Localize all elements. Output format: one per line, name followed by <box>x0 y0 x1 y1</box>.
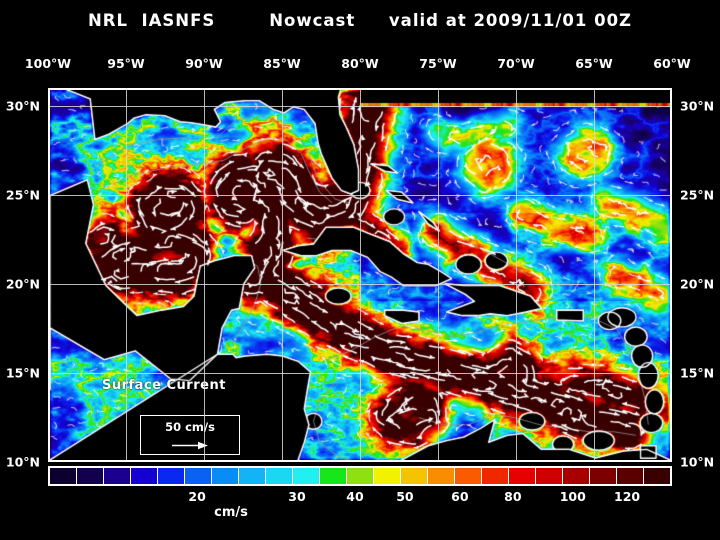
surface-current-label: Surface Current <box>102 378 226 393</box>
colorbar-cell <box>266 468 293 484</box>
colorbar-cell <box>77 468 104 484</box>
vector-scale-key: 50 cm/s <box>140 415 240 455</box>
colorbar-cell <box>428 468 455 484</box>
colorbar-cell <box>158 468 185 484</box>
colorbar <box>48 466 672 486</box>
colorbar-cell <box>617 468 644 484</box>
latitude-tick-label: 25°N <box>680 187 715 203</box>
colorbar-unit-label: cm/s <box>48 505 672 520</box>
colorbar-cell <box>347 468 374 484</box>
latitude-axis-left: 30°N 25°N 20°N 15°N 10°N <box>0 88 44 469</box>
colorbar-cell <box>509 468 536 484</box>
longitude-tick-label: 65°W <box>575 56 613 71</box>
longitude-axis: 100°W 95°W 90°W 85°W 80°W 75°W 70°W 65°W 60°W <box>25 56 691 74</box>
colorbar-cell <box>455 468 482 484</box>
longitude-tick-label: 95°W <box>107 56 145 71</box>
colorbar-container: 20 30 40 50 60 80 100 120 <box>48 466 672 507</box>
colorbar-tick-labels: 20 30 40 50 60 80 100 120 <box>48 489 672 507</box>
longitude-tick-label: 90°W <box>185 56 223 71</box>
longitude-tick-label: 75°W <box>419 56 457 71</box>
colorbar-cell <box>50 468 77 484</box>
latitude-tick-label: 10°N <box>680 454 715 470</box>
figure-title: NRL IASNFS Nowcast valid at 2009/11/01 0… <box>0 6 720 34</box>
vector-scale-value: 50 cm/s <box>165 420 215 434</box>
colorbar-tick-label: 100 <box>559 489 586 504</box>
longitude-tick-label: 100°W <box>24 56 72 71</box>
longitude-tick-label: 60°W <box>653 56 691 71</box>
colorbar-cell <box>131 468 158 484</box>
latitude-tick-label: 30°N <box>680 98 715 114</box>
latitude-tick-label: 30°N <box>5 98 40 114</box>
latitude-tick-label: 10°N <box>5 454 40 470</box>
colorbar-cell <box>293 468 320 484</box>
colorbar-tick-label: 120 <box>614 489 641 504</box>
colorbar-cell <box>185 468 212 484</box>
colorbar-cell <box>374 468 401 484</box>
colorbar-cell <box>563 468 590 484</box>
colorbar-tick-label: 20 <box>188 489 206 504</box>
colorbar-tick-label: 40 <box>346 489 364 504</box>
colorbar-cell <box>536 468 563 484</box>
longitude-tick-label: 80°W <box>341 56 379 71</box>
colorbar-cell <box>212 468 239 484</box>
colorbar-tick-label: 50 <box>396 489 414 504</box>
latitude-tick-label: 15°N <box>680 365 715 381</box>
reference-arrow-icon <box>172 441 208 450</box>
latitude-axis-right: 30°N 25°N 20°N 15°N 10°N <box>676 88 720 469</box>
colorbar-cell <box>239 468 266 484</box>
latitude-tick-label: 25°N <box>5 187 40 203</box>
colorbar-cell <box>590 468 617 484</box>
surface-current-heatmap <box>50 90 670 460</box>
latitude-tick-label: 20°N <box>680 276 715 292</box>
latitude-tick-label: 15°N <box>5 365 40 381</box>
colorbar-cell <box>320 468 347 484</box>
colorbar-tick-label: 80 <box>504 489 522 504</box>
colorbar-unit-text: cm/s <box>214 505 248 520</box>
colorbar-cell <box>401 468 428 484</box>
map-plot-area[interactable]: Surface Current 50 cm/s <box>48 88 672 462</box>
colorbar-cell <box>104 468 131 484</box>
colorbar-tick-label: 60 <box>451 489 469 504</box>
colorbar-cell <box>644 468 670 484</box>
latitude-tick-label: 20°N <box>5 276 40 292</box>
longitude-tick-label: 70°W <box>497 56 535 71</box>
figure-title-text: NRL IASNFS Nowcast valid at 2009/11/01 0… <box>87 10 633 30</box>
colorbar-cell <box>482 468 509 484</box>
longitude-tick-label: 85°W <box>263 56 301 71</box>
colorbar-tick-label: 30 <box>288 489 306 504</box>
